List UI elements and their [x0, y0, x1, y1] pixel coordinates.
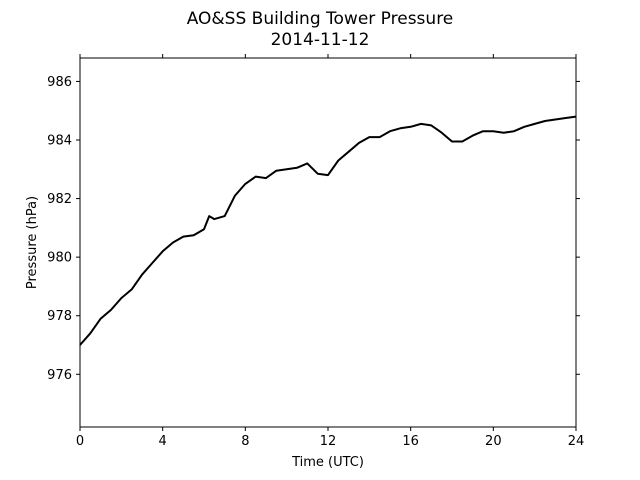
y-tick-label: 980 [47, 251, 72, 266]
series-line-0 [79, 115, 577, 346]
plot-frame [79, 57, 577, 428]
x-tick-label: 24 [568, 434, 585, 449]
x-tick-label: 4 [159, 434, 167, 449]
x-tick-label: 12 [320, 434, 337, 449]
x-axis-label: Time (UTC) [291, 455, 364, 470]
y-tick-label: 978 [47, 309, 72, 324]
chart-title: AO&SS Building Tower Pressure [187, 9, 454, 29]
chart-subtitle: 2014-11-12 [271, 30, 370, 50]
tick-layer: 0 4 8 12 16 20 24 976 978 980 982 984 986 [47, 54, 584, 449]
x-tick-label: 16 [402, 434, 419, 449]
series-layer [79, 115, 577, 346]
x-tick-label: 8 [241, 434, 249, 449]
y-tick-label: 982 [47, 192, 72, 207]
x-tick-label: 20 [485, 434, 502, 449]
y-tick-label: 986 [47, 75, 72, 90]
plot-area [80, 58, 576, 427]
y-tick-label: 976 [47, 368, 72, 383]
y-tick-label: 984 [47, 134, 72, 149]
x-tick-label: 0 [76, 434, 84, 449]
y-axis-label: Pressure (hPa) [25, 196, 40, 289]
